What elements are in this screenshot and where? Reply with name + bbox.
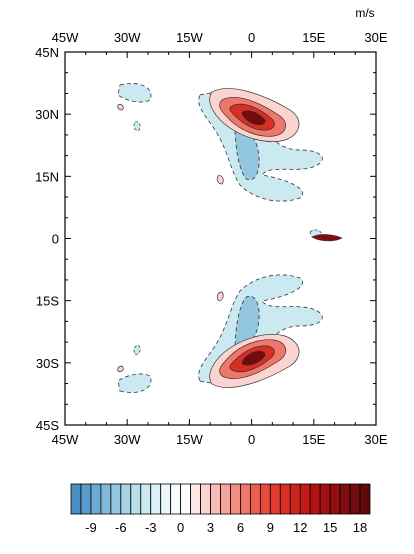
- colorbar-swatch: [339, 483, 351, 515]
- axes-layer: 45W 45W 30W 30W 15W 15W 0 0 15E 15E 30E 30E 45N 30N 15…: [35, 30, 388, 447]
- colorbar: -9 -6 -3 0 3 6 9 12 15 18: [70, 483, 371, 535]
- southern-positive-region: [117, 291, 300, 388]
- positive-contour-fill: [216, 291, 224, 301]
- colorbar-swatch: [190, 483, 201, 515]
- colorbar-swatch: [259, 483, 271, 515]
- y-tick-label: 45N: [35, 45, 59, 60]
- colorbar-swatch: [210, 483, 221, 515]
- negative-contour-fill: [133, 121, 141, 132]
- x-tick-label-bottom: 15W: [176, 432, 203, 447]
- colorbar-label: 12: [293, 520, 307, 535]
- positive-contour-fill: [311, 234, 343, 242]
- colorbar-swatch: [80, 483, 92, 515]
- colorbar-swatch: [240, 483, 251, 515]
- colorbar-swatch: [269, 483, 281, 515]
- colorbar-swatch: [150, 483, 162, 515]
- negative-contour-fill: [133, 344, 141, 355]
- x-tick-label-bottom: 30E: [364, 432, 387, 447]
- equatorial-region: [309, 229, 343, 242]
- colorbar-swatch: [100, 483, 112, 515]
- y-tick-label: 30N: [35, 107, 59, 122]
- y-tick-label: 30S: [36, 356, 59, 371]
- positive-contour-fill: [241, 350, 266, 366]
- colorbar-swatch: [70, 483, 82, 515]
- colorbar-label: 0: [177, 520, 184, 535]
- units-label: m/s: [355, 6, 374, 20]
- colorbar-label: -6: [115, 520, 127, 535]
- colorbar-label: 18: [353, 520, 367, 535]
- colorbar-swatch: [319, 483, 331, 515]
- colorbar-swatch: [249, 483, 261, 515]
- colorbar-swatch: [90, 483, 102, 515]
- x-tick-label-bottom: 0: [248, 432, 255, 447]
- colorbar-label: 15: [323, 520, 337, 535]
- x-tick-label-top: 15W: [176, 30, 203, 45]
- colorbar-swatch: [329, 483, 341, 515]
- x-tick-label-bottom: 15E: [302, 432, 325, 447]
- colorbar-swatch: [120, 483, 132, 515]
- y-tick-label: 0: [52, 232, 59, 247]
- colorbar-label: -3: [145, 520, 157, 535]
- colorbar-label: -9: [85, 520, 97, 535]
- colorbar-label: 9: [267, 520, 274, 535]
- colorbar-swatch: [180, 483, 191, 515]
- colorbar-swatch: [110, 483, 122, 515]
- colorbar-swatch: [130, 483, 142, 515]
- colorbar-swatch: [349, 483, 361, 515]
- positive-contour-fill: [117, 365, 124, 372]
- y-tick-label: 15N: [35, 169, 59, 184]
- colorbar-swatch: [359, 483, 371, 515]
- colorbar-swatch: [309, 483, 321, 515]
- colorbar-swatch: [279, 483, 291, 515]
- colorbar-swatch: [220, 483, 231, 515]
- colorbar-label: 6: [237, 520, 244, 535]
- colorbar-swatch: [299, 483, 311, 515]
- x-tick-label-top: 45W: [52, 30, 79, 45]
- y-tick-label: 15S: [36, 294, 59, 309]
- positive-contour-fill: [241, 110, 266, 126]
- x-tick-label-top: 15E: [302, 30, 325, 45]
- negative-contour-fill: [117, 83, 152, 103]
- colorbar-swatch: [160, 483, 172, 515]
- x-tick-label-top: 30W: [114, 30, 141, 45]
- colorbar-swatch: [140, 483, 152, 515]
- negative-contour-fill: [117, 373, 152, 393]
- x-tick-label-top: 30E: [364, 30, 387, 45]
- colorbar-swatch: [170, 483, 182, 515]
- northern-positive-region: [117, 88, 300, 185]
- x-tick-label-bottom: 30W: [114, 432, 141, 447]
- positive-contour-fill: [117, 104, 124, 111]
- x-tick-label-top: 0: [248, 30, 255, 45]
- colorbar-label: 3: [207, 520, 214, 535]
- y-tick-label: 45S: [36, 418, 59, 433]
- x-tick-label-bottom: 45W: [52, 432, 79, 447]
- colorbar-swatch: [200, 483, 211, 515]
- colorbar-swatch: [230, 483, 241, 515]
- positive-contour-fill: [216, 175, 224, 185]
- colorbar-swatch: [289, 483, 301, 515]
